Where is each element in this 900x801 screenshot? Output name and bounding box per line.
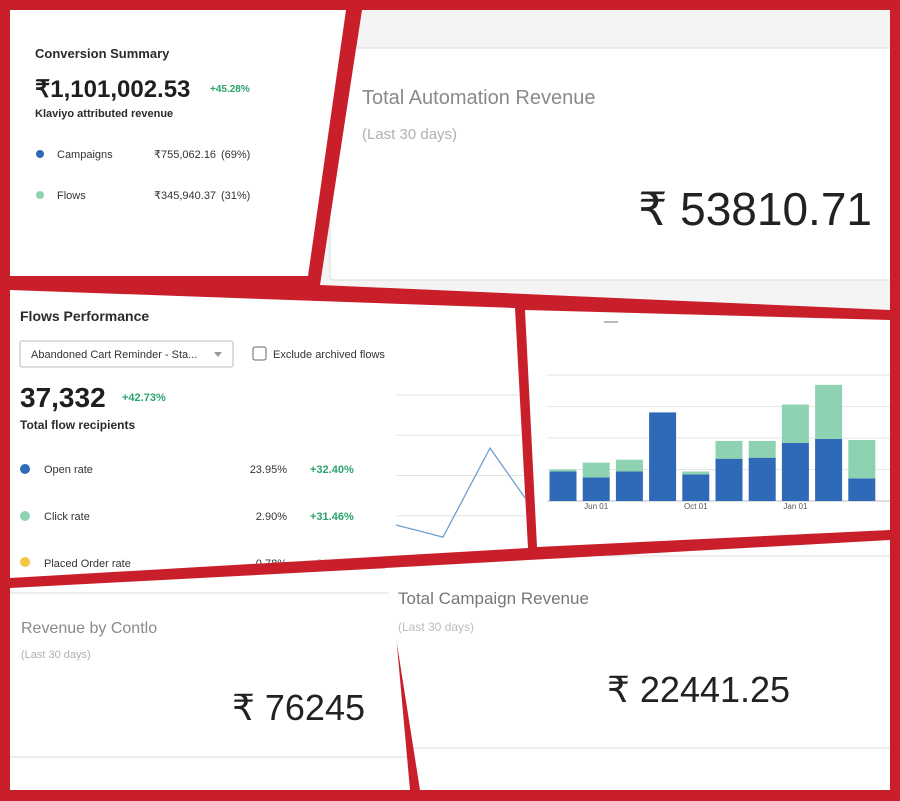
- panel-bg: [525, 310, 890, 547]
- row-name: Open rate: [44, 464, 93, 476]
- title: Total Campaign Revenue: [398, 589, 589, 608]
- card: [329, 47, 890, 281]
- legend-dot: [36, 191, 44, 199]
- bar-panel: Jun 01 Oct 01 Jan 01: [525, 310, 890, 547]
- campaign-panel: Total Campaign Revenue (Last 30 days) ₹ …: [385, 540, 890, 790]
- legend-dot: [20, 557, 30, 567]
- bar: [781, 442, 809, 501]
- legend-dot: [20, 511, 30, 521]
- checkbox[interactable]: [252, 346, 267, 361]
- bar: [549, 471, 577, 501]
- bar: [715, 440, 743, 459]
- title: Conversion Summary: [35, 46, 170, 61]
- line-series: [395, 446, 528, 538]
- legend-dot: [36, 150, 44, 158]
- row-amount: ₹345,940.37: [154, 190, 216, 202]
- panel-bg: [10, 10, 346, 276]
- checkbox-label: Exclude archived flows: [273, 349, 385, 361]
- bar: [848, 478, 876, 501]
- period: (Last 30 days): [398, 620, 474, 634]
- subtitle: Klaviyo attributed revenue: [35, 108, 173, 120]
- row-name: Flows: [57, 190, 86, 202]
- flows-panel: Flows Performance Abandoned Cart Reminde…: [10, 290, 528, 578]
- period: (Last 30 days): [21, 649, 91, 661]
- bar: [582, 477, 610, 501]
- bar: [748, 457, 776, 501]
- total: 37,332: [20, 382, 106, 413]
- bar: [815, 438, 843, 501]
- bar: [682, 474, 710, 501]
- bar: [615, 459, 643, 472]
- conversion-panel: Conversion Summary ₹1,101,002.53 +45.28%…: [10, 10, 346, 276]
- contlo-panel: Revenue by Contlo (Last 30 days) ₹ 76245: [10, 568, 410, 790]
- panel-bg: [385, 540, 890, 790]
- bar: [848, 439, 876, 479]
- title: Flows Performance: [20, 308, 149, 324]
- handle: [604, 321, 618, 323]
- title: Revenue by Contlo: [21, 620, 157, 637]
- bar: [715, 458, 743, 501]
- row-share: (31%): [221, 190, 250, 202]
- bar: [815, 384, 843, 439]
- change: +42.73%: [122, 392, 166, 404]
- title: Total Automation Revenue: [362, 87, 596, 109]
- bar: [682, 471, 710, 475]
- row-change: +33.33%: [310, 558, 354, 570]
- row-amount: ₹755,062.16: [154, 149, 216, 161]
- x-tick-label: Jun 01: [584, 502, 609, 511]
- row-name: Campaigns: [57, 149, 113, 161]
- legend-dot: [20, 464, 30, 474]
- row-share: (69%): [221, 149, 250, 161]
- panel-bg: [10, 290, 528, 578]
- row-value: 2.90%: [256, 511, 287, 523]
- row-value: 0.78%: [256, 558, 287, 570]
- x-tick-label: Jan 01: [783, 502, 808, 511]
- row-value: 23.95%: [250, 464, 288, 476]
- total: ₹1,101,002.53: [35, 76, 190, 103]
- automation-panel: Total Automation Revenue (Last 30 days) …: [320, 10, 890, 310]
- caret: [214, 352, 222, 357]
- row-change: +31.46%: [310, 511, 354, 523]
- bar: [649, 412, 677, 501]
- panel-bg: [10, 568, 410, 790]
- dropdown-text: Abandoned Cart Reminder - Sta...: [31, 349, 197, 361]
- x-tick-label: Oct 01: [684, 502, 708, 511]
- amount: ₹ 76245: [232, 687, 365, 728]
- subtitle: Total flow recipients: [20, 418, 135, 432]
- amount: ₹ 22441.25: [607, 669, 790, 710]
- row-name: Placed Order rate: [44, 558, 131, 570]
- bar: [549, 469, 577, 472]
- row-change: +32.40%: [310, 464, 354, 476]
- row-name: Click rate: [44, 511, 90, 523]
- bar: [582, 462, 610, 478]
- bar: [748, 440, 776, 458]
- dropdown[interactable]: [19, 340, 234, 368]
- bar: [781, 404, 809, 443]
- amount: ₹ 53810.71: [638, 183, 872, 235]
- bar: [615, 471, 643, 501]
- period: (Last 30 days): [362, 126, 457, 143]
- change: +45.28%: [210, 84, 250, 95]
